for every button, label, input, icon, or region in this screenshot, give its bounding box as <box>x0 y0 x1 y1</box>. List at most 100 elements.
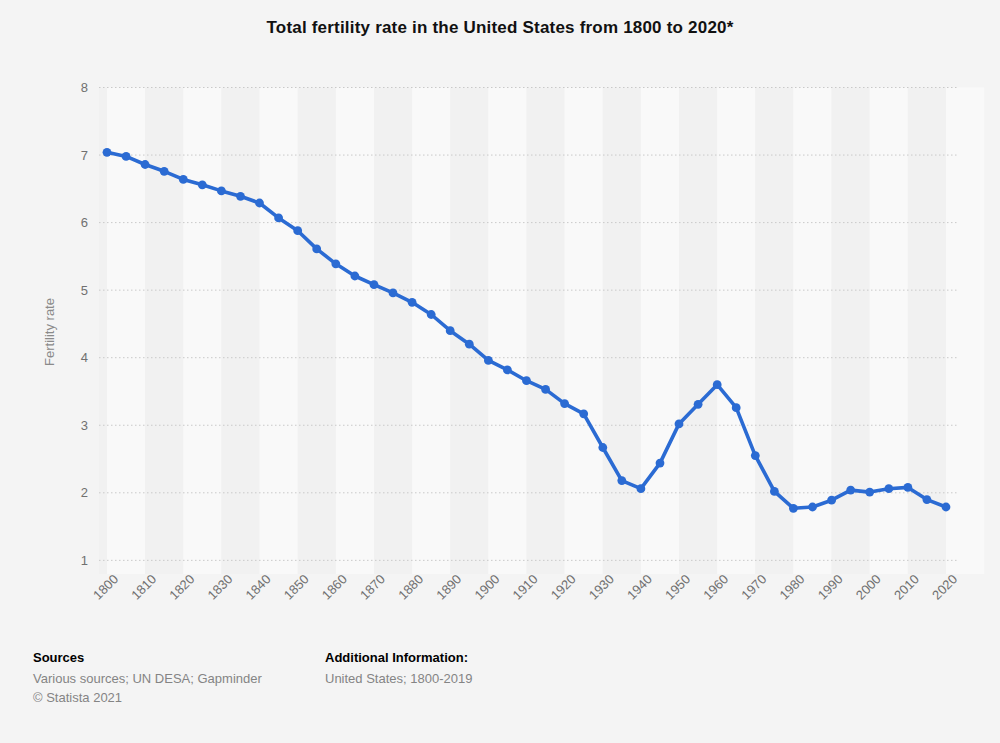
x-tick-label-1990: 1990 <box>815 572 846 603</box>
x-tick-label-1930: 1930 <box>586 572 617 603</box>
y-tick-label-1: 1 <box>81 553 88 568</box>
data-point-1970[interactable]: 1970: 2.55 <box>751 451 760 460</box>
data-point-1980[interactable]: 1980: 1.77 <box>789 504 798 513</box>
decade-band <box>374 88 412 575</box>
data-point-1820[interactable]: 1820: 6.64 <box>179 175 188 184</box>
data-point-1825[interactable]: 1825: 6.56 <box>198 180 207 189</box>
x-tick-label-1820: 1820 <box>166 572 197 603</box>
y-tick-label-7: 7 <box>81 148 88 163</box>
data-point-1870[interactable]: 1870: 5.08 <box>370 280 379 289</box>
footer-sources-block: Sources Various sources; UN DESA; Gapmin… <box>33 650 262 709</box>
data-point-1845[interactable]: 1845: 6.07 <box>274 214 283 223</box>
data-point-1990[interactable]: 1990: 1.89 <box>827 496 836 505</box>
decade-band <box>832 88 870 575</box>
data-point-1915[interactable]: 1915: 3.53 <box>541 385 550 394</box>
data-point-1835[interactable]: 1835: 6.39 <box>236 192 245 201</box>
x-tick-label-1900: 1900 <box>471 572 502 603</box>
sources-heading: Sources <box>33 650 262 665</box>
data-point-1910[interactable]: 1910: 3.66 <box>522 376 531 385</box>
data-point-1850[interactable]: 1850: 5.88 <box>293 226 302 235</box>
decade-band <box>336 88 374 575</box>
x-tick-label-1830: 1830 <box>204 572 235 603</box>
x-tick-label-1980: 1980 <box>777 572 808 603</box>
decade-band <box>870 88 908 575</box>
x-tick-label-2000: 2000 <box>853 572 884 603</box>
decade-band <box>412 88 450 575</box>
data-point-1810[interactable]: 1810: 6.86 <box>141 160 150 169</box>
data-point-1885[interactable]: 1885: 4.64 <box>427 310 436 319</box>
decade-band <box>450 88 488 575</box>
data-point-1840[interactable]: 1840: 6.29 <box>255 199 264 208</box>
x-tick-label-1970: 1970 <box>738 572 769 603</box>
statista-chart-page: { "title": "Total fertility rate in the … <box>0 0 1000 743</box>
data-point-1965[interactable]: 1965: 3.26 <box>732 403 741 412</box>
y-tick-label-3: 3 <box>81 418 88 433</box>
x-tick-label-1940: 1940 <box>624 572 655 603</box>
x-tick-label-1880: 1880 <box>395 572 426 603</box>
x-tick-label-1810: 1810 <box>128 572 159 603</box>
data-point-1960[interactable]: 1960: 3.6 <box>713 380 722 389</box>
x-tick-label-1870: 1870 <box>357 572 388 603</box>
decade-band <box>221 88 259 575</box>
data-point-2020[interactable]: 2020: 1.79 <box>942 503 951 512</box>
x-tick-label-1920: 1920 <box>548 572 579 603</box>
data-point-1895[interactable]: 1895: 4.2 <box>465 340 474 349</box>
y-tick-label-6: 6 <box>81 215 88 230</box>
decade-band <box>183 88 221 575</box>
decade-band <box>641 88 679 575</box>
data-point-1865[interactable]: 1865: 5.21 <box>351 272 360 281</box>
y-tick-label-2: 2 <box>81 485 88 500</box>
data-point-2000[interactable]: 2000: 2.01 <box>865 488 874 497</box>
x-tick-label-1960: 1960 <box>700 572 731 603</box>
data-point-1995[interactable]: 1995: 2.04 <box>846 486 855 495</box>
x-tick-label-1850: 1850 <box>281 572 312 603</box>
additional-line: United States; 1800-2019 <box>325 671 472 686</box>
footer-additional-block: Additional Information: United States; 1… <box>325 650 472 690</box>
decade-band-edge <box>99 88 107 575</box>
copyright-line: © Statista 2021 <box>33 690 262 705</box>
data-point-1830[interactable]: 1830: 6.47 <box>217 187 226 196</box>
data-point-1815[interactable]: 1815: 6.76 <box>160 167 169 176</box>
data-point-1930[interactable]: 1930: 2.67 <box>598 443 607 452</box>
data-point-2005[interactable]: 2005: 2.06 <box>884 484 893 493</box>
x-tick-label-1800: 1800 <box>90 572 121 603</box>
data-point-2015[interactable]: 2015: 1.9 <box>923 495 932 504</box>
data-point-1975[interactable]: 1975: 2.02 <box>770 487 779 496</box>
data-point-1935[interactable]: 1935: 2.18 <box>617 476 626 485</box>
data-point-2010[interactable]: 2010: 2.08 <box>904 483 913 492</box>
x-tick-label-2010: 2010 <box>891 572 922 603</box>
data-point-1925[interactable]: 1925: 3.17 <box>579 409 588 418</box>
data-point-1890[interactable]: 1890: 4.4 <box>446 326 455 335</box>
data-point-1955[interactable]: 1955: 3.31 <box>694 400 703 409</box>
x-tick-label-1860: 1860 <box>319 572 350 603</box>
decade-band <box>488 88 526 575</box>
data-point-1860[interactable]: 1860: 5.39 <box>331 259 340 268</box>
decade-band <box>526 88 564 575</box>
x-tick-label-1950: 1950 <box>662 572 693 603</box>
x-tick-label-2020: 2020 <box>929 572 960 603</box>
data-point-1800[interactable]: 1800: 7.04 <box>103 148 112 157</box>
decade-band <box>145 88 183 575</box>
sources-line: Various sources; UN DESA; Gapminder <box>33 671 262 686</box>
decade-band <box>298 88 336 575</box>
decade-band <box>717 88 755 575</box>
decade-band <box>946 88 984 575</box>
data-point-1985[interactable]: 1985: 1.79 <box>808 503 817 512</box>
x-tick-label-1840: 1840 <box>243 572 274 603</box>
data-point-1805[interactable]: 1805: 6.98 <box>122 152 131 161</box>
data-point-1940[interactable]: 1940: 2.06 <box>637 484 646 493</box>
data-point-1875[interactable]: 1875: 4.96 <box>389 289 398 298</box>
data-point-1855[interactable]: 1855: 5.61 <box>312 245 321 254</box>
data-point-1945[interactable]: 1945: 2.44 <box>656 459 665 468</box>
decade-band <box>679 88 717 575</box>
data-point-1950[interactable]: 1950: 3.02 <box>675 420 684 429</box>
data-point-1880[interactable]: 1880: 4.82 <box>408 298 417 307</box>
data-point-1900[interactable]: 1900: 3.96 <box>484 356 493 365</box>
fertility-line-chart: 1234567818001810182018301840185018601870… <box>0 0 1000 630</box>
decade-band <box>260 88 298 575</box>
data-point-1920[interactable]: 1920: 3.32 <box>560 399 569 408</box>
data-point-1905[interactable]: 1905: 3.82 <box>503 366 512 375</box>
decade-band <box>565 88 603 575</box>
decade-band <box>603 88 641 575</box>
x-tick-label-1890: 1890 <box>433 572 464 603</box>
